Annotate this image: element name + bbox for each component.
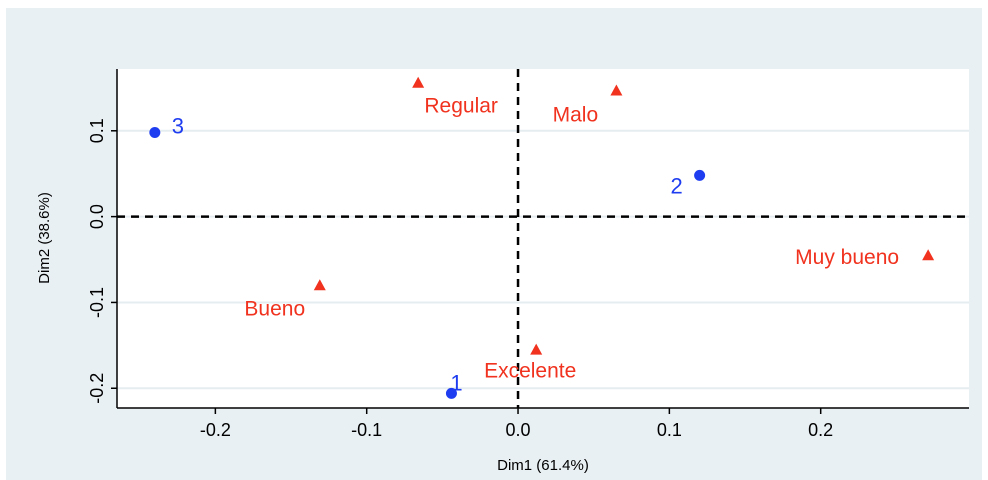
point-label-col-regular: Regular	[424, 95, 498, 118]
point-col-regular	[412, 76, 425, 88]
point-col-malo	[610, 84, 623, 96]
x-tick-label-4: 0.2	[808, 420, 833, 440]
point-label-row-2: 2	[671, 173, 683, 198]
axes	[116, 69, 969, 409]
point-label-col-muy-bueno: Muy bueno	[795, 246, 899, 269]
point-label-col-bueno: Bueno	[244, 297, 305, 320]
ca-biplot: -0.2 -0.1 0.0 0.1 0.2 -0.2 -0.1 0.0 0.1 1 2 3 Regul…	[36, 69, 969, 474]
point-row-1	[445, 387, 457, 399]
point-label-row-1: 1	[450, 370, 462, 395]
ticks: -0.2 -0.1 0.0 0.1 0.2 -0.2 -0.1 0.0 0.1	[87, 118, 833, 440]
x-tick-label-0: -0.2	[200, 420, 231, 440]
x-tick-label-2: 0.0	[506, 420, 531, 440]
x-tick-label-1: -0.1	[351, 420, 382, 440]
reference-lines	[117, 69, 969, 408]
y-tick-label-3: 0.1	[87, 118, 107, 143]
y-tick-label-2: 0.0	[87, 204, 107, 229]
point-label-col-malo: Malo	[553, 103, 599, 126]
point-col-bueno	[313, 279, 326, 291]
x-tick-label-3: 0.1	[657, 420, 682, 440]
point-row-2	[694, 169, 706, 181]
y-tick-label-0: -0.2	[87, 373, 107, 404]
y-axis-label: Dim2 (38.6%)	[36, 192, 53, 284]
chart-background: -0.2 -0.1 0.0 0.1 0.2 -0.2 -0.1 0.0 0.1 1 2 3 Regul…	[6, 8, 982, 480]
point-col-excelente	[530, 343, 543, 355]
plot-panel	[117, 69, 969, 408]
data-points: 1 2 3 Regular Malo Muy bueno Bueno Excelente	[149, 76, 935, 399]
point-label-col-excelente: Excelente	[484, 360, 576, 383]
point-col-muy-bueno	[922, 249, 935, 261]
point-label-row-3: 3	[172, 114, 184, 139]
point-row-3	[149, 127, 161, 139]
x-axis-label: Dim1 (61.4%)	[497, 457, 589, 474]
y-tick-label-1: -0.1	[87, 287, 107, 318]
